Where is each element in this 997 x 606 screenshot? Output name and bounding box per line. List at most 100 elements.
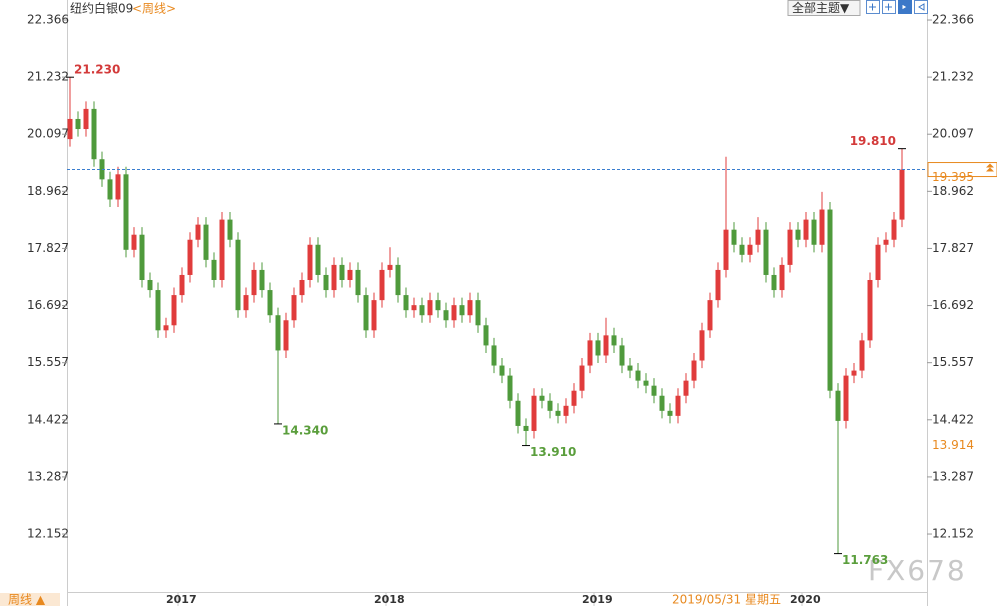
candle-body [843,375,849,421]
candle-body [883,239,889,245]
candle-body [819,209,825,245]
y-tick-label: 15.557 [27,355,69,369]
ref-price-label: 13.914 [932,438,974,452]
candle-body [267,290,273,316]
candle-body [443,310,449,321]
y-tick-label: 21.232 [27,70,69,84]
candle-body [579,365,585,391]
candle-body [835,390,841,421]
candle-body [91,108,97,160]
candle-body [731,229,737,245]
candle-body [483,325,489,346]
period-label: <周线> [132,2,176,16]
candle-body [547,400,553,411]
candle-body [227,219,233,240]
y2-tick-label: 18.962 [932,184,974,198]
candle-body [723,229,729,270]
candle-body [891,219,897,240]
y-tick-label: 14.422 [27,412,69,426]
candle-body [379,269,385,301]
candle-body [595,340,601,356]
candle-body [163,325,169,331]
candle-body [259,269,265,291]
toolbar-icons[interactable] [866,0,928,14]
candle-body [155,290,161,331]
candle-body [707,300,713,331]
last-price-box [927,162,997,178]
candle-body [523,425,529,431]
candle-body [803,219,809,240]
candle-body [187,239,193,275]
candle-body [643,380,649,386]
candle-body [315,244,321,275]
x-tick-label: 2018 [374,593,405,606]
candle-body [355,269,361,296]
candle-body [739,244,745,255]
cursor-date: 2019/05/31 星期五 [672,593,781,606]
candle-body [507,375,513,401]
candle-body [827,209,833,391]
candle-body [611,335,617,346]
candle-body [123,174,129,250]
candle-body [331,264,337,291]
y-tick-label: 13.287 [27,469,69,483]
period-button[interactable] [0,593,60,606]
candle-body [675,395,681,416]
candle-body [499,365,505,376]
candle-body [147,279,153,291]
candle-body [371,300,377,331]
toolbar-button[interactable] [787,0,861,16]
candle-body [419,305,425,316]
candle-body [667,410,673,416]
candle-body [699,330,705,361]
candle-body [291,295,297,321]
candle-body [851,370,857,376]
candle-body [427,300,433,316]
candle-body [251,269,257,296]
candle-body [779,264,785,291]
candle-body [467,300,473,316]
candle-body [195,224,201,240]
y-tick-label: 20.097 [27,127,69,141]
y2-tick-label: 22.366 [932,13,974,27]
candle-body [219,219,225,280]
annotation-label: 11.763 [842,553,888,567]
candle-body [867,279,873,341]
candle-body [691,360,697,381]
candle-body [859,340,865,371]
candle-body [515,400,521,426]
candle-body [339,264,345,280]
toolbar-button-label[interactable]: 全部主题▼ [792,0,850,15]
candle-body [115,174,121,200]
candle-body [635,370,641,381]
candle-body [235,239,241,311]
candle-body [75,118,81,130]
annotation-label: 21.230 [74,63,120,77]
candle-body [755,229,761,245]
candle-body [491,345,497,366]
y-tick-label: 18.962 [27,184,69,198]
candle-body [435,300,441,311]
y2-tick-label: 16.692 [932,298,974,312]
candle-body [587,340,593,366]
y-tick-label: 12.152 [27,527,69,541]
candle-body [787,229,793,265]
candle-body [299,279,305,296]
candle-body [211,259,217,280]
y2-tick-label: 21.232 [932,70,974,84]
y2-tick-label: 14.422 [932,412,974,426]
y-tick-label: 16.692 [27,298,69,312]
candle-body [771,274,777,291]
period-button-label[interactable]: 周线 ▲ [8,593,46,606]
candle-body [563,405,569,416]
y2-tick-label: 13.287 [932,469,974,483]
candle-body [603,335,609,356]
last-price-label: 19.395 [932,170,974,184]
candle-body [323,274,329,291]
candle-body [203,224,209,260]
candle-body [243,295,249,311]
candle-body [899,169,905,220]
candle-body [747,244,753,255]
candle-body [683,380,689,396]
